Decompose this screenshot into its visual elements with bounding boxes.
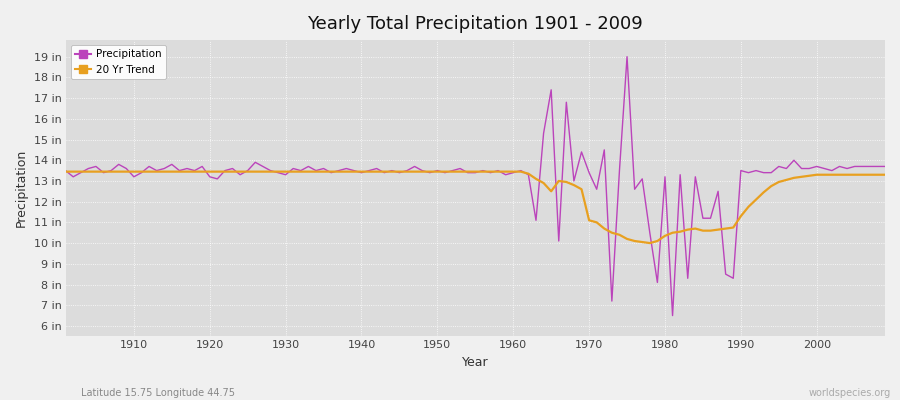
Y-axis label: Precipitation: Precipitation bbox=[15, 149, 28, 227]
Text: Latitude 15.75 Longitude 44.75: Latitude 15.75 Longitude 44.75 bbox=[81, 388, 235, 398]
Title: Yearly Total Precipitation 1901 - 2009: Yearly Total Precipitation 1901 - 2009 bbox=[308, 15, 644, 33]
Text: worldspecies.org: worldspecies.org bbox=[809, 388, 891, 398]
X-axis label: Year: Year bbox=[462, 356, 489, 369]
Legend: Precipitation, 20 Yr Trend: Precipitation, 20 Yr Trend bbox=[71, 45, 166, 79]
